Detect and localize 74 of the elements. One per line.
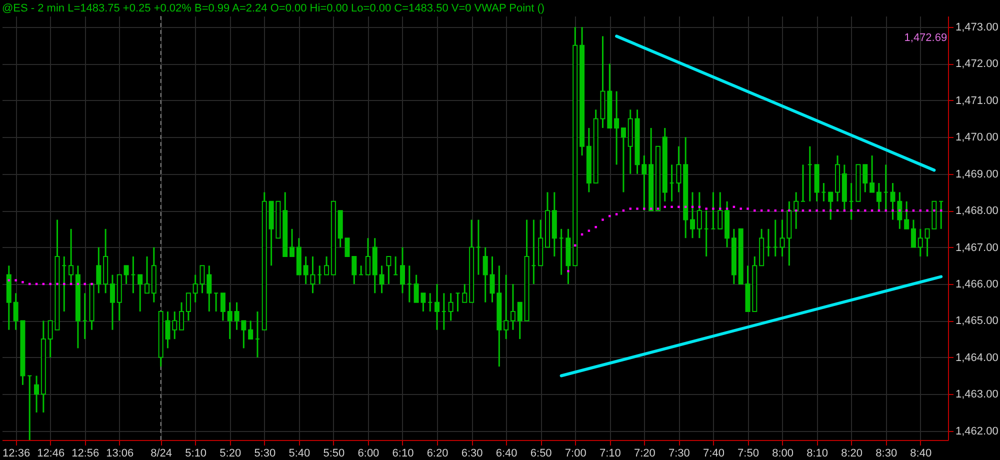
candlestick — [462, 283, 468, 304]
x-tick-label: 7:20 — [634, 448, 656, 460]
x-tick-label: 8:30 — [876, 448, 898, 460]
y-tick-label: 1,472.00 — [956, 58, 998, 70]
candlestick — [138, 274, 143, 312]
candlestick — [172, 310, 178, 340]
candlestick — [220, 292, 226, 322]
candlestick — [918, 228, 923, 258]
x-tick-label: 12:56 — [72, 448, 100, 460]
y-tick-label: 1,467.00 — [956, 242, 998, 254]
candlestick — [718, 191, 723, 230]
candlestick — [400, 246, 405, 294]
candlestick — [510, 283, 516, 331]
annotation: 1,472.69 — [904, 32, 948, 44]
candlestick — [862, 164, 868, 193]
x-tick-label: 6:10 — [392, 448, 414, 460]
x-tick-label: 8:00 — [772, 448, 794, 460]
candlestick — [248, 320, 254, 340]
x-tick-label: 8:20 — [841, 448, 863, 460]
y-tick-label: 1,464.00 — [956, 352, 998, 364]
y-tick-label: 1,463.00 — [956, 388, 998, 401]
y-tick-label: 1,466.00 — [956, 278, 998, 290]
candlestick — [34, 375, 40, 414]
candlestick — [379, 264, 384, 294]
candlestick — [290, 228, 295, 258]
y-tick-label: 1,465.00 — [956, 315, 998, 328]
candlestick — [620, 127, 626, 193]
candlestick — [517, 302, 522, 340]
x-tick-label: 5:10 — [185, 448, 207, 460]
candlestick — [227, 302, 232, 340]
x-tick-label: 6:20 — [426, 448, 448, 460]
y-tick-label: 1,473.00 — [956, 22, 998, 34]
candlestick — [614, 90, 620, 166]
y-tick-label: 1,470.00 — [956, 132, 998, 144]
x-tick-label: 6:00 — [358, 448, 380, 460]
x-tick-label: 5:30 — [254, 448, 276, 460]
y-tick-label: 1,469.00 — [956, 168, 998, 180]
candlestick — [434, 283, 440, 331]
x-tick-label: 6:40 — [496, 448, 518, 460]
candlestick — [365, 237, 370, 276]
chart-title: @ES - 2 min L=1483.75 +0.25 +0.02% B=0.99 A=2.24 O=0.00 Hi=0.00 Lo=0.00 C=1483.50 V=0 VWAP Point () — [2, 2, 545, 14]
x-tick-label: 7:10 — [599, 448, 621, 460]
candlestick — [110, 274, 115, 331]
x-tick-label: 6:30 — [461, 448, 483, 460]
x-tick-label: 5:20 — [220, 448, 242, 460]
y-tick-label: 1,462.00 — [956, 425, 998, 438]
x-tick-label: 5:40 — [288, 448, 310, 460]
x-tick-label: 8:10 — [806, 448, 828, 460]
x-tick-label: 7:00 — [564, 448, 586, 460]
candlestick — [124, 264, 129, 285]
candlestick — [482, 246, 488, 304]
y-tick-label: 1,471.00 — [956, 94, 998, 107]
candlestick — [870, 154, 875, 193]
x-tick-label: 12:46 — [37, 448, 65, 460]
candlestick — [910, 218, 916, 248]
x-tick-label: 7:30 — [668, 448, 690, 460]
x-tick-label: 7:40 — [703, 448, 724, 460]
candlestick — [179, 302, 184, 331]
x-tick-label: 8/24 — [150, 448, 172, 460]
x-tick-label: 8:40 — [910, 448, 932, 460]
y-tick-label: 1,468.00 — [956, 205, 998, 218]
x-tick-label: 12:36 — [2, 448, 30, 460]
x-tick-label: 6:50 — [530, 448, 552, 460]
candlestick — [676, 146, 682, 193]
candlestick — [324, 256, 330, 276]
x-tick-label: 5:50 — [323, 448, 345, 460]
x-tick-label: 13:06 — [106, 448, 134, 460]
candlestick — [504, 274, 509, 340]
candlestick — [386, 256, 392, 285]
x-tick-label: 7:50 — [738, 448, 759, 460]
candlestick — [206, 264, 212, 312]
candlestick — [448, 292, 454, 322]
candlestick — [144, 256, 150, 294]
candlestick — [186, 292, 191, 322]
